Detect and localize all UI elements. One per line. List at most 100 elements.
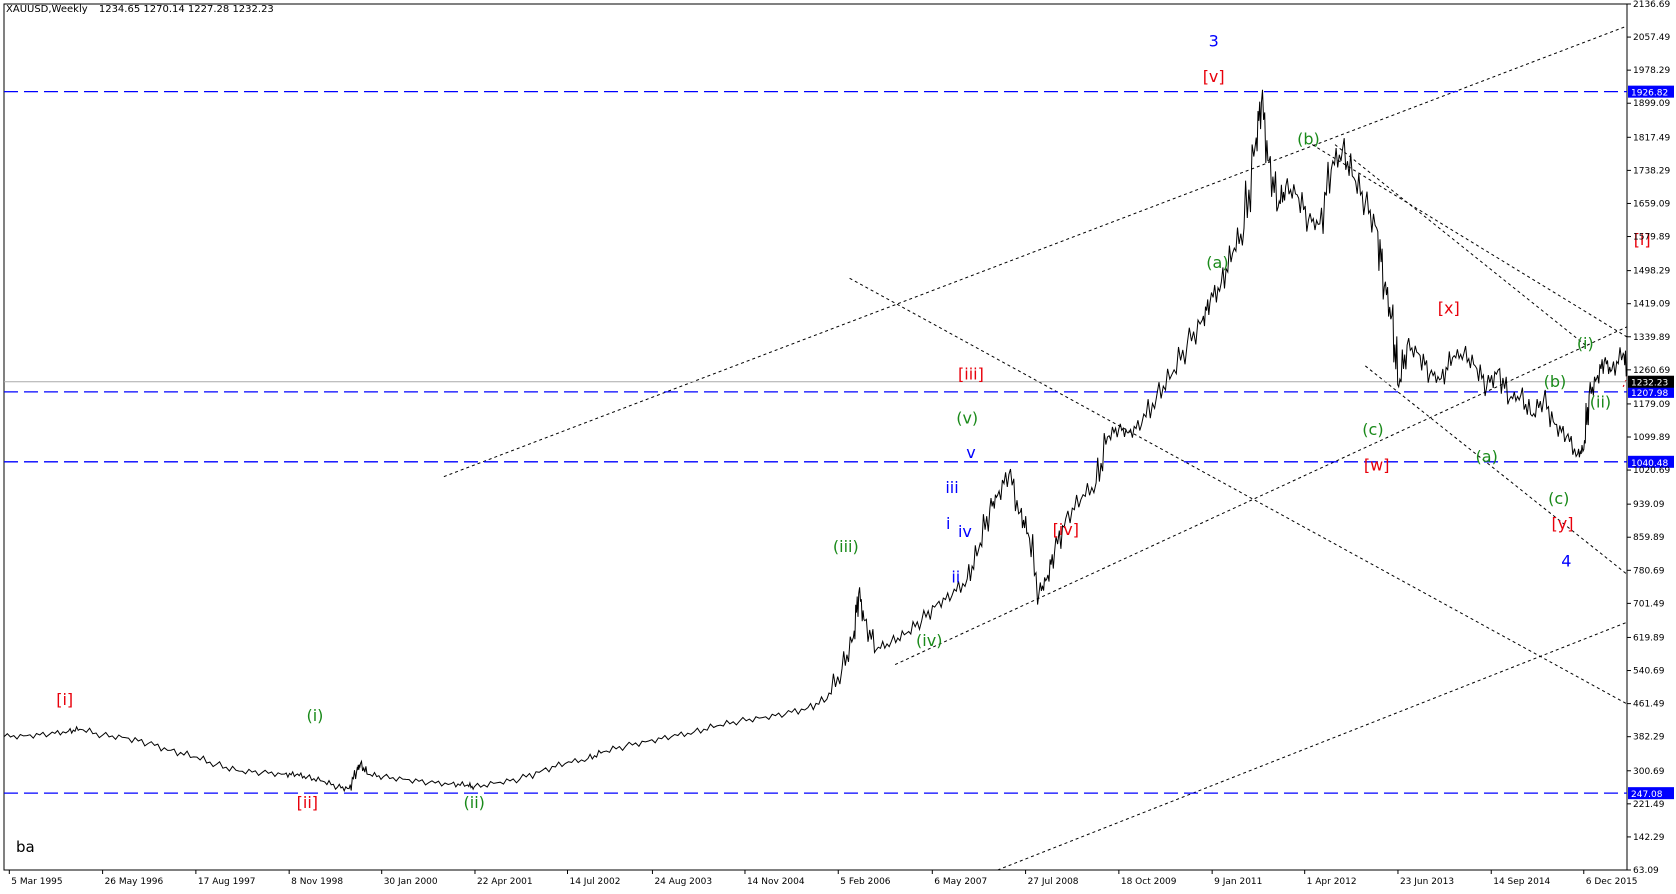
wave-label: iii xyxy=(945,478,958,497)
wave-label: [i] xyxy=(1634,230,1651,249)
current-price-tag xyxy=(1628,375,1674,388)
wave-label: [v] xyxy=(1203,67,1225,86)
y-tick-label: 1659.09 xyxy=(1633,199,1670,209)
level-tag-label: 1207.98 xyxy=(1631,389,1668,399)
y-tick-label: 619.89 xyxy=(1633,633,1665,643)
wave-label: (iii) xyxy=(833,537,859,556)
wave-label: (c) xyxy=(1548,489,1569,508)
trend-line-3 xyxy=(997,621,1627,870)
x-tick-label: 6 May 2007 xyxy=(934,877,987,887)
level-tag-label: 1926.82 xyxy=(1631,89,1668,99)
ohlc-readout: 1234.65 1270.14 1227.28 1232.23 xyxy=(99,4,274,15)
x-tick-label: 9 Jan 2011 xyxy=(1214,877,1262,887)
axes: 2136.69 2057.49 1978.29 1899.09 1817.49 1738.… xyxy=(8,0,1670,887)
wave-label: [iii] xyxy=(958,364,984,383)
trend-line-5 xyxy=(1365,365,1627,575)
x-tick-label: 5 Mar 1995 xyxy=(11,877,62,887)
y-tick-label: 2136.69 xyxy=(1633,0,1670,10)
y-tick-label: 300.69 xyxy=(1633,767,1665,777)
x-tick-label: 1 Apr 2012 xyxy=(1307,877,1357,887)
horizontal-levels: 1926.82 1207.98 1040.48 247.08 1232.23 xyxy=(4,85,1674,800)
level-tag xyxy=(1628,455,1674,468)
wave-label: 4 xyxy=(1561,551,1571,570)
wave-label: [w] xyxy=(1364,455,1390,474)
x-tick-label: 8 Nov 1998 xyxy=(291,877,343,887)
wave-label: [y] xyxy=(1552,514,1574,533)
wave-label: (a) xyxy=(1206,253,1228,272)
wave-label: (i) xyxy=(1577,334,1594,353)
y-tick-label: 1817.49 xyxy=(1633,133,1670,143)
trend-lines xyxy=(443,25,1627,870)
current-price-label: 1232.23 xyxy=(1631,379,1668,389)
wave-label: [iv] xyxy=(1053,520,1079,539)
y-tick-label: 1020.69 xyxy=(1633,466,1670,476)
x-tick-label: 22 Apr 2001 xyxy=(477,877,533,887)
x-tick-label: 17 Aug 1997 xyxy=(198,877,256,887)
y-tick-label: 1899.09 xyxy=(1633,99,1670,109)
wave-label: (ii) xyxy=(464,793,485,812)
wave-label: (b) xyxy=(1544,372,1567,391)
x-tick-label: 14 Jul 2002 xyxy=(569,877,620,887)
x-tick-label: 5 Feb 2006 xyxy=(840,877,891,887)
wave-label: [x] xyxy=(1438,299,1460,318)
x-tick-label: 30 Jan 2000 xyxy=(384,877,438,887)
wave-label: [ii] xyxy=(297,793,318,812)
wave-label: (i) xyxy=(306,706,323,725)
price-series xyxy=(4,89,1627,793)
x-tick-label: 26 May 1996 xyxy=(105,877,164,887)
symbol-label: XAUUSD,Weekly xyxy=(6,4,88,15)
x-tick-label: 14 Sep 2014 xyxy=(1493,877,1550,887)
y-tick-label: 1099.89 xyxy=(1633,433,1670,443)
y-tick-label: 1339.89 xyxy=(1633,333,1670,343)
wave-label: iv xyxy=(958,522,972,541)
wave-label: (a) xyxy=(1476,447,1498,466)
wave-label: v xyxy=(966,443,975,462)
x-tick-label: 6 Dec 2015 xyxy=(1586,877,1638,887)
y-tick-label: 1179.09 xyxy=(1633,400,1670,410)
chart-header: XAUUSD,Weekly 1234.65 1270.14 1227.28 12… xyxy=(6,4,274,15)
wave-labels: [i](i)[ii] (ii)(iii)(iv)iiiiiiivv(v)[iii]… xyxy=(56,31,1651,812)
y-tick-label: 221.49 xyxy=(1633,800,1665,810)
wave-label: (v) xyxy=(956,409,978,428)
wave-label: i xyxy=(946,514,950,533)
y-tick-label: 540.69 xyxy=(1633,667,1665,677)
y-tick-label: 2057.49 xyxy=(1633,33,1670,43)
y-tick-label: 63.09 xyxy=(1633,866,1659,876)
y-tick-label: 939.09 xyxy=(1633,500,1665,510)
y-tick-label: 142.29 xyxy=(1633,833,1665,843)
y-tick-label: 701.49 xyxy=(1633,599,1665,609)
y-tick-label: 1498.29 xyxy=(1633,267,1670,277)
x-tick-label: 24 Aug 2003 xyxy=(654,877,712,887)
y-tick-label: 382.29 xyxy=(1633,733,1665,743)
wave-label: (c) xyxy=(1362,420,1383,439)
y-tick-label: 1579.89 xyxy=(1633,233,1670,243)
wave-label: 3 xyxy=(1209,31,1219,50)
y-tick-label: 859.89 xyxy=(1633,533,1665,543)
trend-line-2 xyxy=(849,277,1627,705)
corner-label: ba xyxy=(16,838,35,856)
wave-label: (iv) xyxy=(916,631,942,650)
level-tag-label: 247.08 xyxy=(1631,790,1663,800)
y-tick-label: 1419.09 xyxy=(1633,300,1670,310)
price-line-0 xyxy=(4,89,1627,793)
y-tick-label: 780.69 xyxy=(1633,566,1665,576)
wave-label: (ii) xyxy=(1590,393,1611,412)
level-tag xyxy=(1628,385,1674,398)
level-tag xyxy=(1628,787,1674,800)
x-tick-label: 27 Jul 2008 xyxy=(1028,877,1079,887)
wave-label: (b) xyxy=(1297,130,1320,149)
trend-line-1 xyxy=(894,326,1627,666)
wave-label: ii xyxy=(951,567,960,586)
y-tick-label: 1260.69 xyxy=(1633,366,1670,376)
x-tick-label: 23 Jun 2013 xyxy=(1400,877,1454,887)
wave-label: [i] xyxy=(56,690,73,709)
y-tick-label: 461.49 xyxy=(1633,700,1665,710)
level-tag-label: 1040.48 xyxy=(1631,459,1668,469)
x-tick-label: 18 Oct 2009 xyxy=(1121,877,1177,887)
x-tick-label: 14 Nov 2004 xyxy=(747,877,805,887)
trend-line-0 xyxy=(443,25,1627,478)
y-tick-label: 1978.29 xyxy=(1633,66,1670,76)
y-tick-label: 1738.29 xyxy=(1633,166,1670,176)
